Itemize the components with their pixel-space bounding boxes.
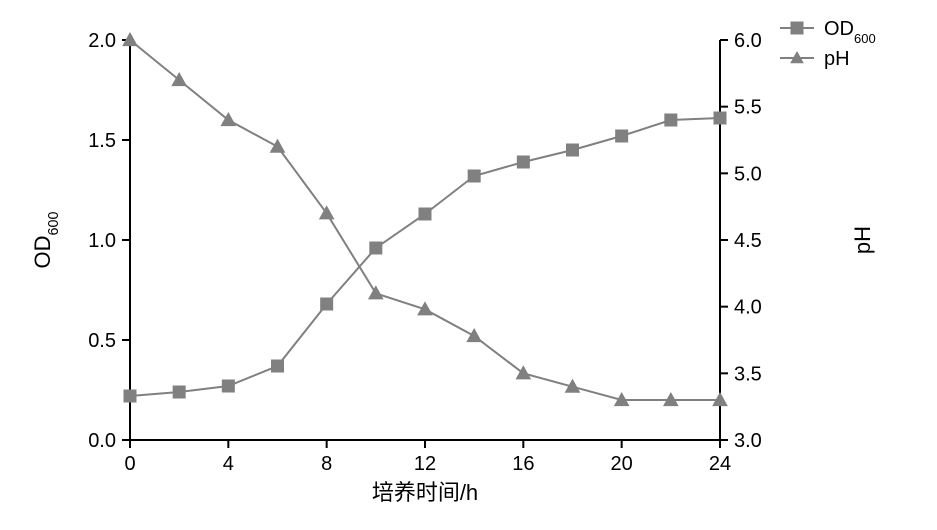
y-left-tick-label: 1.0 (88, 230, 116, 252)
series-marker-od600 (567, 144, 579, 156)
y-right-tick-label: 4.0 (734, 297, 762, 319)
x-tick-label: 20 (611, 453, 633, 475)
series-marker-od600 (321, 298, 333, 310)
series-marker-od600 (173, 386, 185, 398)
y-right-tick-label: 3.5 (734, 363, 762, 385)
series-marker-od600 (714, 112, 726, 124)
y-left-tick-label: 1.5 (88, 130, 116, 152)
y-left-tick-label: 0.5 (88, 330, 116, 352)
series-marker-od600 (616, 130, 628, 142)
x-axis-label: 培养时间/h (372, 480, 478, 505)
y-right-tick-label: 4.5 (734, 230, 762, 252)
series-marker-od600 (272, 360, 284, 372)
y-right-tick-label: 5.5 (734, 97, 762, 119)
y-right-tick-label: 3.0 (734, 430, 762, 452)
legend-label-ph: pH (824, 48, 850, 70)
y-right-tick-label: 5.0 (734, 163, 762, 185)
series-marker-od600 (370, 242, 382, 254)
series-marker-od600 (419, 208, 431, 220)
legend-marker-od600 (791, 22, 803, 34)
dual-axis-line-chart: 04812162024培养时间/h0.00.51.01.52.0OD6003.0… (0, 0, 937, 530)
series-marker-od600 (468, 170, 480, 182)
x-tick-label: 12 (414, 453, 436, 475)
x-tick-label: 24 (709, 453, 731, 475)
y-right-tick-label: 6.0 (734, 30, 762, 52)
x-tick-label: 4 (223, 453, 234, 475)
series-marker-od600 (124, 390, 136, 402)
series-marker-od600 (665, 114, 677, 126)
x-tick-label: 0 (124, 453, 135, 475)
y-right-axis-label: pH (850, 226, 875, 254)
x-tick-label: 8 (321, 453, 332, 475)
series-marker-od600 (517, 156, 529, 168)
x-tick-label: 16 (512, 453, 534, 475)
y-left-tick-label: 0.0 (88, 430, 116, 452)
y-left-tick-label: 2.0 (88, 30, 116, 52)
series-marker-od600 (222, 380, 234, 392)
